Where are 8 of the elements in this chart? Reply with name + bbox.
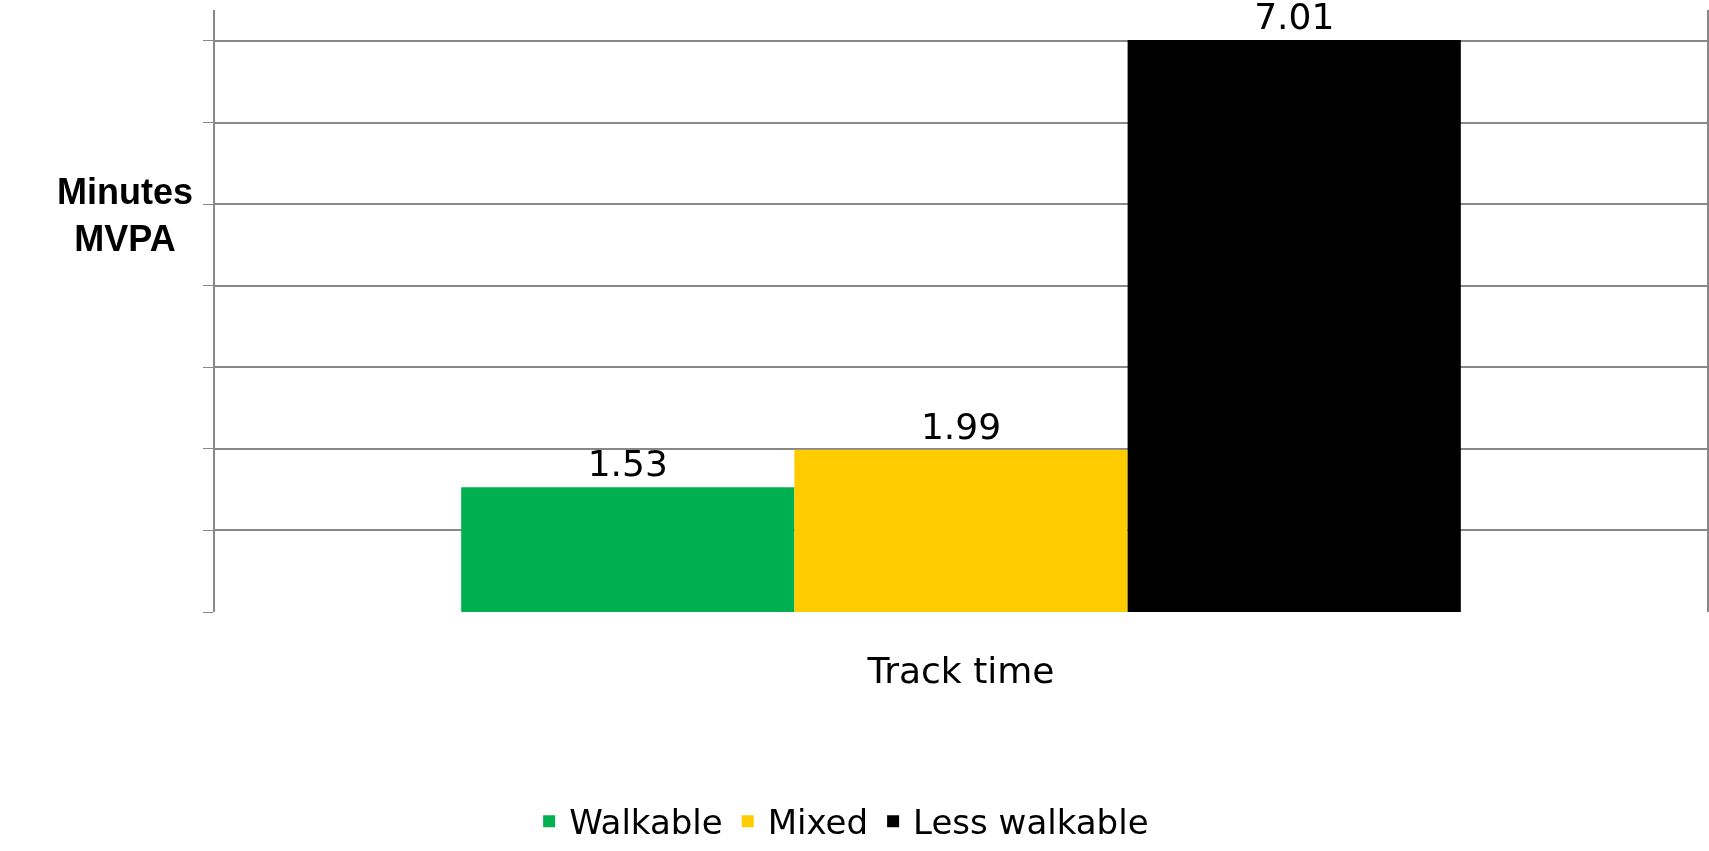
text: Minutes MVPA [57,171,194,259]
legend-label: Mixed [767,802,869,843]
data-label: 1.99 [920,405,1002,447]
data-label: 1.53 [587,443,668,485]
legend-label: Less walkable [913,802,1149,843]
legend-label: Walkable [569,802,723,843]
data-label: 7.01 [1254,0,1335,38]
x-axis-title: Track time [866,649,1055,691]
